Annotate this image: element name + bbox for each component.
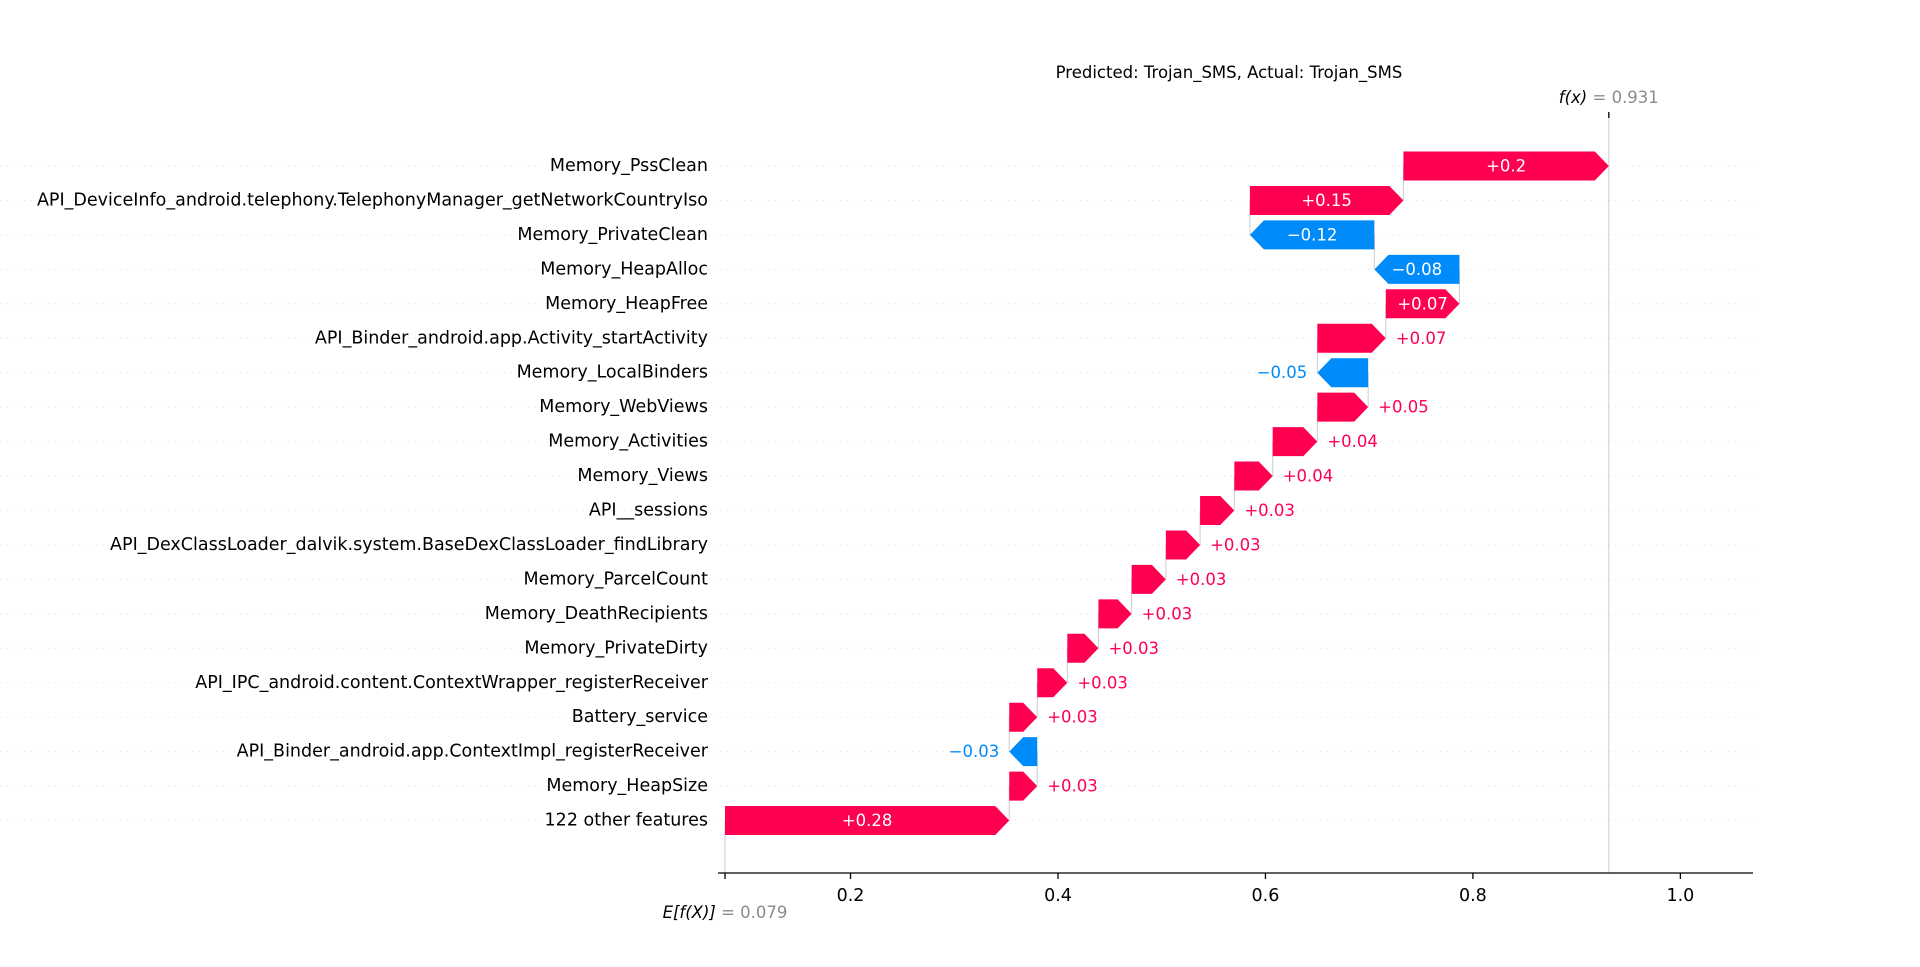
bar-value-label: +0.03 xyxy=(1244,501,1295,520)
feature-label: API_IPC_android.content.ContextWrapper_r… xyxy=(195,673,709,693)
feature-label: API__sessions xyxy=(589,501,708,521)
feature-label: Memory_Activities xyxy=(548,432,708,452)
bar-value-label: +0.28 xyxy=(842,811,893,830)
feature-label: API_Binder_android.app.Activity_startAct… xyxy=(315,328,708,348)
waterfall-bar xyxy=(1067,633,1099,663)
bar-value-label: −0.08 xyxy=(1392,260,1443,279)
bar-value-label: −0.12 xyxy=(1287,225,1338,244)
feature-label: Memory_HeapFree xyxy=(545,294,708,314)
x-tick-label: 0.4 xyxy=(1044,886,1072,906)
bar-value-label: +0.03 xyxy=(1142,604,1193,623)
bar-value-label: +0.03 xyxy=(1077,673,1128,692)
bar-value-label: +0.15 xyxy=(1301,191,1352,210)
bar-value-label: +0.2 xyxy=(1486,157,1526,176)
feature-label: Memory_ParcelCount xyxy=(524,569,709,589)
waterfall-bar xyxy=(1098,599,1132,629)
waterfall-bar xyxy=(1317,392,1369,422)
feature-label: API_DexClassLoader_dalvik.system.BaseDex… xyxy=(110,535,708,555)
bars-group: +0.2+0.15−0.12−0.08+0.07+0.07−0.05+0.05+… xyxy=(725,151,1609,836)
feature-label: Memory_PrivateClean xyxy=(517,225,708,245)
waterfall-bar xyxy=(1272,427,1318,457)
feature-label: Battery_service xyxy=(572,707,708,727)
feature-label: Memory_DeathRecipients xyxy=(485,604,708,624)
waterfall-bar xyxy=(1200,496,1235,525)
x-tick-label: 1.0 xyxy=(1666,886,1694,906)
feature-label: Memory_Views xyxy=(577,466,708,486)
feature-label: 122 other features xyxy=(545,811,708,831)
waterfall-bar xyxy=(1317,358,1369,388)
bar-value-label: +0.03 xyxy=(1047,777,1098,796)
bar-value-label: +0.07 xyxy=(1396,329,1447,348)
feature-label: API_DeviceInfo_android.telephony.Telepho… xyxy=(37,190,708,210)
bar-value-label: +0.05 xyxy=(1378,398,1429,417)
waterfall-bar xyxy=(1131,564,1166,594)
waterfall-bar xyxy=(725,806,1010,836)
waterfall-bar xyxy=(1009,737,1038,767)
waterfall-bar xyxy=(1165,530,1201,560)
bar-value-label: +0.04 xyxy=(1283,467,1334,486)
feature-label: Memory_HeapAlloc xyxy=(540,259,708,279)
x-axis: 0.2 0.4 0.6 0.8 1.0 xyxy=(718,872,1753,906)
waterfall-bar xyxy=(1009,702,1038,732)
x-tick-label: 0.2 xyxy=(837,886,865,906)
x-tick-label: 0.8 xyxy=(1459,886,1487,906)
waterfall-bar xyxy=(1385,289,1460,319)
waterfall-bar xyxy=(1009,771,1038,801)
x-tick-label: 0.6 xyxy=(1252,886,1280,906)
bar-value-label: +0.04 xyxy=(1327,432,1378,451)
waterfall-bar xyxy=(1037,668,1068,698)
bar-value-label: −0.05 xyxy=(1257,363,1308,382)
bar-value-label: +0.03 xyxy=(1047,708,1098,727)
bar-value-label: −0.03 xyxy=(949,742,1000,761)
feature-label: Memory_HeapSize xyxy=(546,776,708,796)
feature-labels-group: Memory_PssClean API_DeviceInfo_android.te… xyxy=(37,156,709,831)
bar-value-label: +0.07 xyxy=(1397,294,1448,313)
feature-label: Memory_PssClean xyxy=(550,156,708,176)
output-value-annotation: f(x) = 0.931 xyxy=(1559,88,1659,107)
bar-value-label: +0.03 xyxy=(1108,639,1159,658)
waterfall-bar xyxy=(1374,254,1460,284)
waterfall-bar xyxy=(1403,151,1609,181)
feature-label: Memory_LocalBinders xyxy=(517,363,708,383)
chart-title: Predicted: Trojan_SMS, Actual: Trojan_SM… xyxy=(1056,63,1403,83)
feature-label: Memory_WebViews xyxy=(539,397,708,417)
feature-label: Memory_PrivateDirty xyxy=(524,638,708,658)
annotations: f(x) = 0.931 E[f(X)] = 0.079 xyxy=(663,88,1659,922)
waterfall-bar xyxy=(1317,323,1386,353)
waterfall-bar xyxy=(1249,185,1404,215)
waterfall-bar xyxy=(1249,220,1375,250)
base-value-annotation: E[f(X)] = 0.079 xyxy=(663,903,788,922)
bar-value-label: +0.03 xyxy=(1176,570,1227,589)
waterfall-bar xyxy=(1234,461,1273,491)
bar-value-label: +0.03 xyxy=(1210,535,1261,554)
feature-label: API_Binder_android.app.ContextImpl_regis… xyxy=(237,742,709,762)
